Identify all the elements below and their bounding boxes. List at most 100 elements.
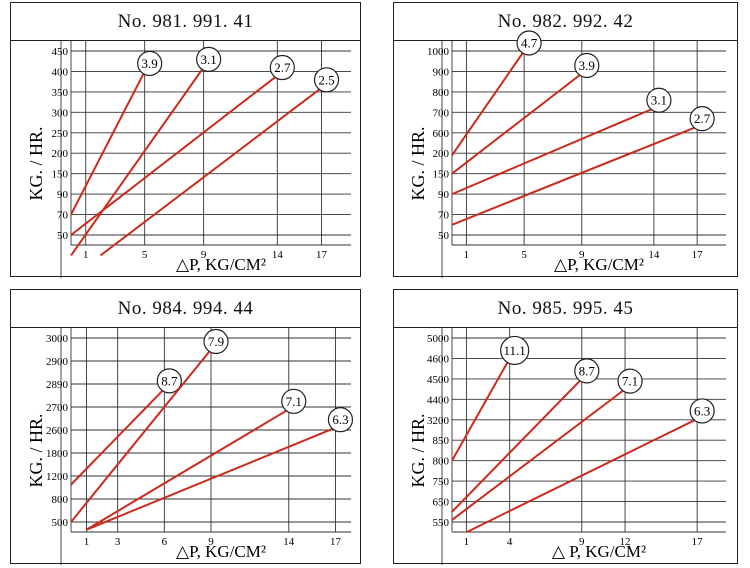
series-label-bubble: [327, 407, 354, 433]
series-label-bubble: [269, 54, 295, 81]
y-tick-label: 800: [433, 87, 450, 99]
x-tick-label: 17: [692, 536, 704, 548]
y-tick-label: 50: [438, 230, 450, 242]
series-label-bubble: [196, 46, 222, 72]
series-label-bubble: [137, 50, 163, 77]
y-tick-label: 50: [57, 230, 69, 242]
series-label: 7.1: [622, 374, 638, 389]
chart-panel-981: No. 981. 991. 41 50 70 90 150 200 250 300 350 40…: [10, 2, 361, 278]
chart-title: No. 985. 995. 45: [394, 290, 737, 328]
y-tick-label: 650: [433, 497, 450, 509]
y-tick-label: 500: [52, 517, 69, 529]
y-tick-label: 1200: [46, 471, 69, 483]
series-label: 3.9: [579, 58, 595, 73]
y-tick-label: 300: [52, 107, 69, 119]
series-label: 11.1: [504, 343, 526, 358]
x-axis-label: △ P, KG/CM²: [552, 542, 646, 561]
y-tick-label: 5000: [427, 333, 450, 345]
x-tick-label: 17: [330, 536, 342, 548]
y-tick-label: 750: [433, 476, 450, 488]
y-tick-label: 3000: [46, 333, 69, 345]
x-tick-label: 17: [692, 249, 704, 261]
series-label: 6.3: [694, 403, 710, 418]
y-tick-label: 1800: [46, 448, 69, 460]
series-line: [451, 388, 626, 521]
y-tick-label: 700: [433, 107, 450, 119]
y-tick-label: 850: [433, 435, 450, 447]
y-axis-label: KG. / HR.: [408, 126, 428, 200]
y-tick-label: 900: [433, 66, 450, 78]
series-label-bubble: [500, 335, 530, 366]
series-label: 3.1: [201, 52, 217, 67]
y-tick-label: 4500: [427, 374, 450, 386]
y-tick-label: 2600: [46, 425, 69, 437]
y-tick-label: 3200: [427, 415, 450, 427]
series-label-bubble: [689, 398, 715, 424]
y-tick-label: 350: [52, 87, 69, 99]
series-label: 3.9: [142, 56, 158, 71]
series-line: [70, 74, 278, 236]
series-label: 7.9: [208, 334, 224, 349]
x-tick-label: 9: [579, 249, 585, 261]
y-tick-label: 550: [433, 517, 450, 529]
x-tick-label: 14: [272, 249, 284, 261]
y-tick-label: 200: [433, 148, 450, 160]
chart-title: No. 984. 994. 44: [11, 290, 360, 328]
series-label-bubble: [574, 52, 600, 79]
y-tick-label: 800: [433, 456, 450, 468]
chart-title: No. 982. 992. 42: [394, 3, 737, 41]
y-tick-label: 2700: [46, 402, 69, 414]
series-label-bubble: [646, 87, 672, 113]
chart-plot: 500 800 1200 1800 2600 2700 2890 2900 3000 1 3 6 9 14…: [26, 328, 354, 565]
series-label: 2.7: [274, 60, 291, 75]
series-label: 2.7: [694, 111, 711, 126]
y-tick-label: 1000: [427, 46, 450, 58]
series-label: 8.7: [579, 363, 596, 378]
series-label-bubble: [617, 368, 643, 394]
x-tick-label: 14: [648, 249, 660, 261]
y-axis-label: KG. / HR.: [26, 413, 46, 487]
x-tick-label: 17: [316, 249, 328, 261]
x-tick-label: 1: [83, 249, 89, 261]
chart-panel-985: No. 985. 995. 45 550 650 750 800 850 3200 4400…: [393, 289, 738, 565]
series-line: [451, 378, 583, 513]
series-label: 7.1: [286, 394, 302, 409]
y-tick-label: 90: [438, 189, 450, 201]
x-axis-label: △P, KG/CM²: [176, 255, 266, 274]
series-line: [451, 50, 525, 156]
x-axis-label: △P, KG/CM²: [176, 542, 266, 561]
chart-plot: 550 650 750 800 850 3200 4400 4500 4600 5000 1 4 9 12…: [408, 328, 726, 565]
y-tick-label: 450: [52, 46, 69, 58]
y-tick-label: 4600: [427, 353, 450, 365]
series-line: [86, 426, 336, 531]
y-axis-label: KG. / HR.: [408, 413, 428, 487]
x-tick-label: 5: [521, 249, 527, 261]
x-tick-label: 12: [620, 536, 631, 548]
x-tick-label: 1: [464, 249, 470, 261]
series-line: [451, 72, 583, 175]
chart-plot: 50 70 90 150 200 600 700 800 900 1000 1 5 9 14 17 4.7 3.…: [408, 30, 726, 278]
y-tick-label: 600: [433, 128, 450, 140]
series-line: [70, 388, 166, 486]
chart-panel-982: No. 982. 992. 42 50 70 90 150 200 600 700 800 90…: [393, 2, 738, 278]
y-tick-label: 800: [52, 494, 69, 506]
series-label-bubble: [281, 388, 307, 414]
y-tick-label: 2890: [46, 379, 69, 391]
series-label-bubble: [516, 30, 542, 56]
x-tick-label: 4: [507, 536, 513, 548]
y-tick-label: 4400: [427, 394, 450, 406]
x-tick-label: 1: [464, 536, 470, 548]
y-tick-label: 70: [438, 210, 450, 222]
series-line: [451, 107, 655, 196]
series-label-bubble: [313, 67, 340, 93]
series-label-bubble: [156, 368, 182, 394]
series-line: [70, 66, 205, 257]
chart-plot: 50 70 90 150 200 250 300 350 400 450 1 5 9 14 17 3.9 3.1…: [26, 41, 351, 278]
x-axis-label: △P, KG/CM²: [554, 255, 644, 274]
x-tick-label: 1: [84, 536, 90, 548]
y-tick-label: 150: [52, 169, 69, 181]
x-tick-label: 5: [142, 249, 148, 261]
x-tick-label: 9: [208, 536, 214, 548]
series-line: [451, 125, 698, 226]
series-label: 2.5: [318, 72, 334, 87]
